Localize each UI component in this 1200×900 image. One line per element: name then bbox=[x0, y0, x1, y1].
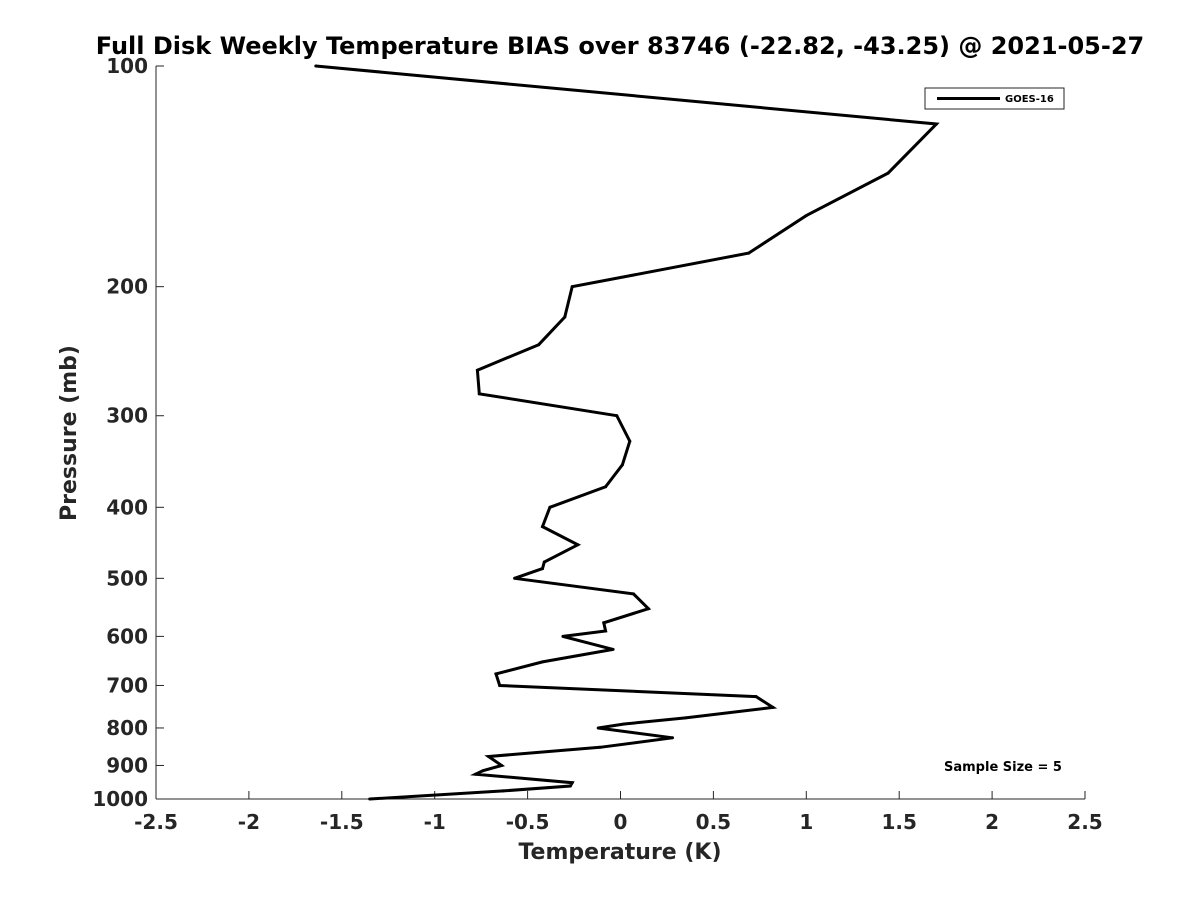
x-tick-label: 0.5 bbox=[696, 810, 731, 834]
data-point bbox=[474, 772, 478, 776]
data-point bbox=[568, 784, 572, 788]
x-tick-label: -2.5 bbox=[134, 810, 178, 834]
data-point bbox=[934, 122, 938, 126]
data-point bbox=[671, 736, 674, 740]
y-ticks: 100 200 300 400 500 600 700 800 900 1000 bbox=[92, 54, 164, 811]
data-point bbox=[684, 716, 687, 720]
data-point bbox=[314, 64, 318, 68]
series-line-goes-16 bbox=[315, 64, 940, 801]
y-tick-label: 600 bbox=[106, 624, 148, 648]
data-point bbox=[563, 315, 567, 319]
data-point bbox=[747, 251, 751, 255]
x-tick-label: 2 bbox=[985, 810, 999, 834]
y-tick-label: 800 bbox=[106, 716, 148, 740]
data-point bbox=[513, 576, 517, 580]
data-point bbox=[487, 755, 491, 758]
legend: GOES-16 bbox=[924, 87, 1065, 110]
data-point bbox=[541, 660, 544, 664]
data-point bbox=[596, 726, 600, 730]
data-point bbox=[604, 629, 608, 633]
data-point bbox=[886, 171, 890, 175]
data-point bbox=[481, 769, 485, 773]
legend-label-goes-16: GOES-16 bbox=[1005, 94, 1054, 105]
data-point bbox=[804, 214, 808, 218]
y-tick-label: 400 bbox=[106, 495, 148, 519]
y-tick-label: 900 bbox=[106, 753, 148, 777]
data-point bbox=[548, 505, 552, 509]
y-tick-label: 300 bbox=[106, 404, 148, 428]
data-point bbox=[628, 439, 632, 443]
data-point bbox=[494, 672, 498, 676]
data-point bbox=[632, 592, 635, 596]
chart-title: Full Disk Weekly Temperature BIAS over 8… bbox=[96, 32, 1144, 60]
plot-axes bbox=[155, 66, 1085, 800]
x-tick-label: 2.5 bbox=[1067, 810, 1102, 834]
data-point bbox=[541, 567, 544, 571]
y-tick-label: 200 bbox=[106, 275, 148, 299]
data-point bbox=[646, 607, 650, 611]
x-tick-label: 1 bbox=[799, 810, 813, 834]
data-point bbox=[611, 647, 615, 651]
x-tick-label: -0.5 bbox=[506, 810, 550, 834]
data-point bbox=[570, 285, 574, 289]
data-point bbox=[500, 764, 504, 767]
data-point bbox=[542, 560, 546, 564]
data-point bbox=[604, 485, 608, 489]
data-point bbox=[537, 343, 541, 347]
data-point bbox=[501, 789, 505, 793]
y-tick-label: 1000 bbox=[92, 787, 148, 811]
data-point bbox=[615, 414, 619, 418]
y-tick-label: 700 bbox=[106, 673, 148, 697]
x-tick-label: 0 bbox=[614, 810, 628, 834]
y-tick-label: 100 bbox=[106, 54, 148, 78]
x-ticks: -2.5 -2 -1.5 -1 -0.5 0 0.5 1 1.5 2 2.5 bbox=[134, 791, 1103, 834]
series-layer bbox=[314, 64, 940, 801]
x-tick-label: -2 bbox=[238, 810, 260, 834]
data-point bbox=[620, 463, 624, 467]
data-point bbox=[475, 368, 479, 372]
data-point bbox=[576, 543, 580, 547]
data-point bbox=[541, 525, 544, 529]
y-axis-label: Pressure (mb) bbox=[57, 345, 82, 521]
data-point bbox=[754, 695, 758, 699]
data-point bbox=[498, 684, 502, 687]
data-point bbox=[570, 781, 574, 785]
x-axis-label: Temperature (K) bbox=[518, 840, 721, 865]
x-tick-label: -1 bbox=[424, 810, 446, 834]
x-tick-label: -1.5 bbox=[320, 810, 364, 834]
data-point bbox=[368, 797, 372, 801]
y-tick-label: 500 bbox=[106, 566, 148, 590]
data-point bbox=[561, 634, 565, 638]
x-tick-label: 1.5 bbox=[881, 810, 916, 834]
data-point bbox=[598, 745, 602, 749]
data-point bbox=[602, 621, 606, 625]
data-point bbox=[771, 705, 775, 709]
data-point bbox=[622, 722, 626, 726]
data-point bbox=[477, 392, 481, 396]
sample-size-annotation: Sample Size = 5 bbox=[944, 760, 1062, 775]
